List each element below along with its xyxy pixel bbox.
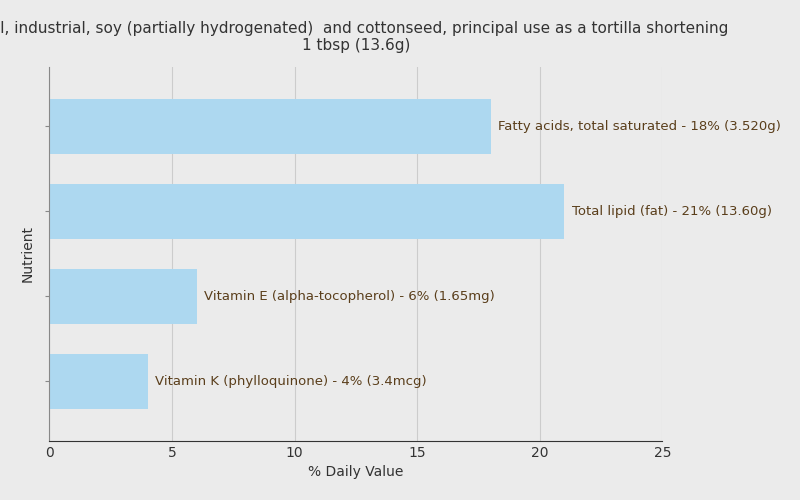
Bar: [50, 99, 491, 154]
Y-axis label: Nutrient: Nutrient: [21, 226, 35, 282]
Text: Vitamin K (phylloquinone) - 4% (3.4mcg): Vitamin K (phylloquinone) - 4% (3.4mcg): [155, 375, 426, 388]
Bar: [50, 268, 197, 324]
Title: Oil, industrial, soy (partially hydrogenated)  and cottonseed, principal use as : Oil, industrial, soy (partially hydrogen…: [0, 21, 728, 53]
Text: Total lipid (fat) - 21% (13.60g): Total lipid (fat) - 21% (13.60g): [572, 205, 772, 218]
Bar: [50, 184, 564, 239]
Text: Vitamin E (alpha-tocopherol) - 6% (1.65mg): Vitamin E (alpha-tocopherol) - 6% (1.65m…: [204, 290, 494, 303]
X-axis label: % Daily Value: % Daily Value: [308, 465, 404, 479]
Text: Fatty acids, total saturated - 18% (3.520g): Fatty acids, total saturated - 18% (3.52…: [498, 120, 781, 133]
Bar: [50, 354, 147, 409]
